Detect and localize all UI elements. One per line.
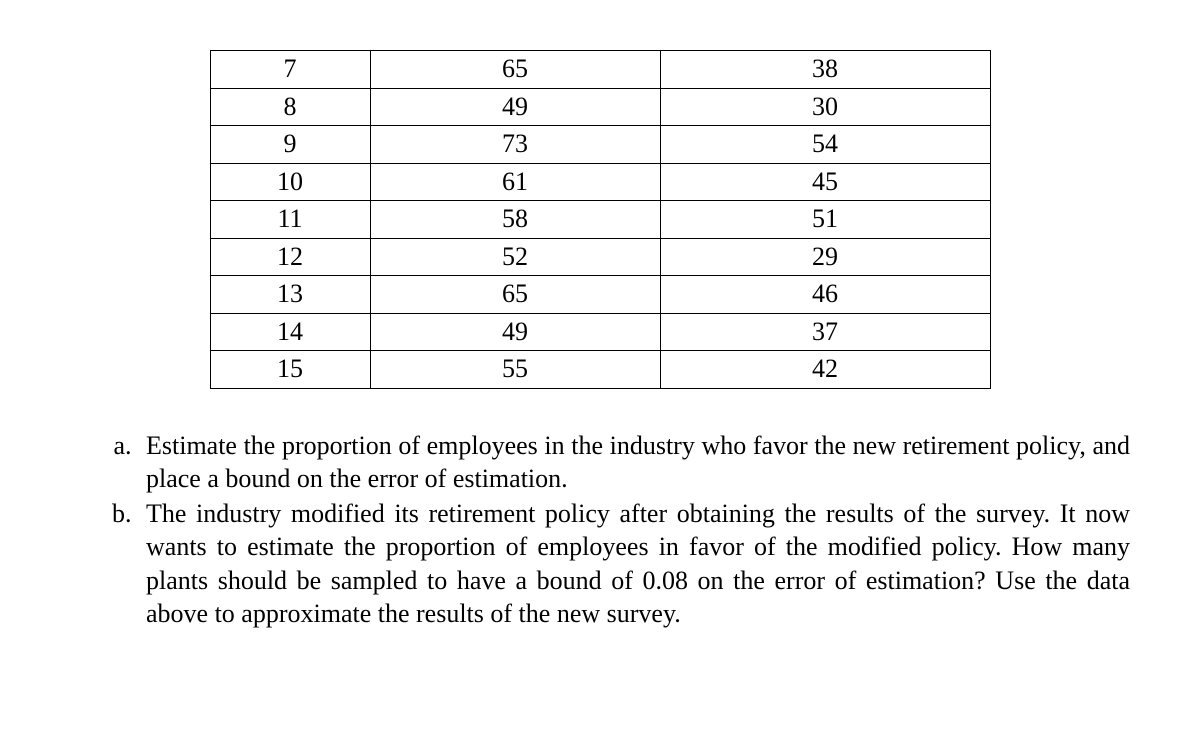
table-cell: 65: [370, 51, 660, 89]
data-table: 7 65 38 8 49 30 9 73 54 10 61 45 11 58: [210, 50, 991, 389]
table-cell: 7: [210, 51, 370, 89]
table-cell: 9: [210, 126, 370, 164]
table-row: 11 58 51: [210, 201, 990, 239]
table-cell: 49: [370, 313, 660, 351]
table-cell: 58: [370, 201, 660, 239]
table-cell: 54: [660, 126, 990, 164]
table-cell: 51: [660, 201, 990, 239]
table-cell: 12: [210, 238, 370, 276]
question-list: Estimate the proportion of employees in …: [70, 429, 1130, 631]
table-cell: 11: [210, 201, 370, 239]
table-cell: 29: [660, 238, 990, 276]
table-row: 13 65 46: [210, 276, 990, 314]
table-row: 7 65 38: [210, 51, 990, 89]
table-row: 12 52 29: [210, 238, 990, 276]
table-cell: 42: [660, 351, 990, 389]
table-cell: 10: [210, 163, 370, 201]
table-cell: 49: [370, 88, 660, 126]
page: 7 65 38 8 49 30 9 73 54 10 61 45 11 58: [0, 0, 1200, 750]
table-cell: 38: [660, 51, 990, 89]
table-cell: 55: [370, 351, 660, 389]
table-row: 15 55 42: [210, 351, 990, 389]
table-cell: 13: [210, 276, 370, 314]
table-cell: 73: [370, 126, 660, 164]
question-item-a: Estimate the proportion of employees in …: [138, 429, 1130, 496]
table-cell: 15: [210, 351, 370, 389]
table-cell: 46: [660, 276, 990, 314]
table-cell: 14: [210, 313, 370, 351]
table-row: 8 49 30: [210, 88, 990, 126]
table-row: 10 61 45: [210, 163, 990, 201]
table-row: 14 49 37: [210, 313, 990, 351]
question-item-b: The industry modified its retirement pol…: [138, 497, 1130, 630]
table-cell: 45: [660, 163, 990, 201]
table-cell: 8: [210, 88, 370, 126]
table-cell: 65: [370, 276, 660, 314]
table-cell: 52: [370, 238, 660, 276]
table-cell: 30: [660, 88, 990, 126]
table-cell: 61: [370, 163, 660, 201]
table-row: 9 73 54: [210, 126, 990, 164]
table-cell: 37: [660, 313, 990, 351]
